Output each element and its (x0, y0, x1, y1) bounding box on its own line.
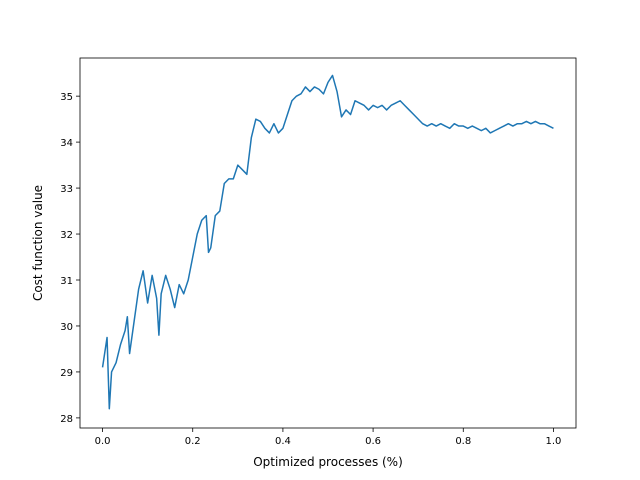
x-tick-label: 0.0 (95, 436, 111, 447)
y-tick-label: 29 (60, 368, 73, 379)
axes-frame (79, 57, 577, 429)
y-tick-label: 31 (60, 276, 73, 287)
x-tick-label: 0.4 (275, 436, 291, 447)
x-tick-label: 0.2 (185, 436, 201, 447)
y-tick-label: 28 (60, 414, 73, 425)
y-tick-label: 33 (60, 184, 73, 195)
x-tick-label: 0.8 (455, 436, 471, 447)
y-tick-label: 35 (60, 92, 73, 103)
x-axis-label: Optimized processes (%) (253, 455, 403, 469)
x-tick-label: 0.6 (365, 436, 381, 447)
y-tick-label: 30 (60, 322, 73, 333)
y-tick-label: 32 (60, 230, 73, 241)
y-axis-label: Cost function value (31, 185, 45, 301)
x-tick-label: 1.0 (546, 436, 562, 447)
y-tick-label: 34 (60, 138, 73, 149)
data-line (101, 74, 554, 410)
